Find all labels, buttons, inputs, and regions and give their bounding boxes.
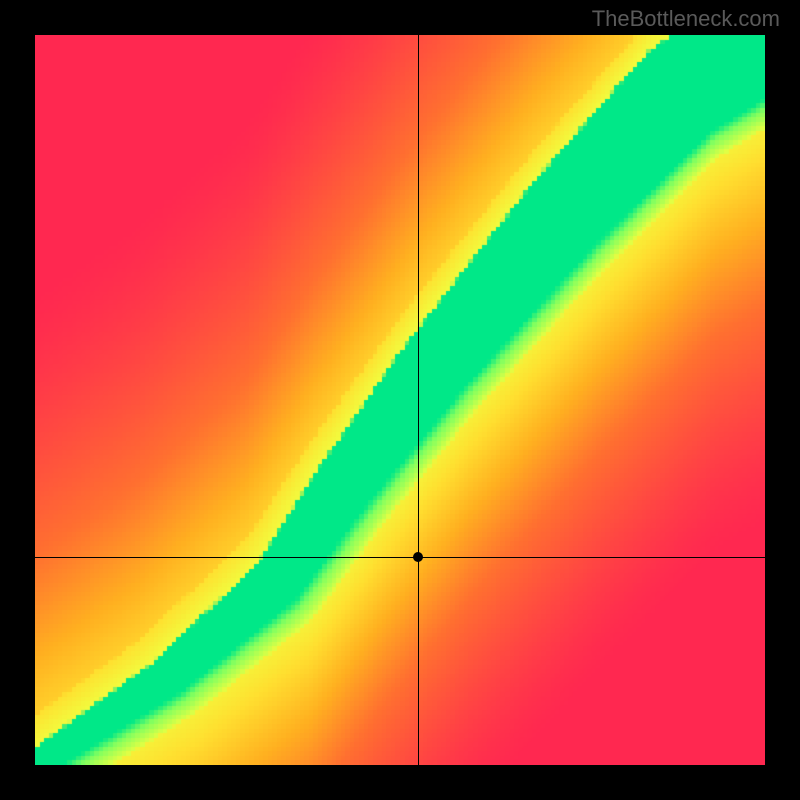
heatmap-canvas: [35, 35, 765, 765]
marker-dot: [413, 552, 423, 562]
crosshair-vertical: [418, 35, 419, 765]
heatmap-plot: [35, 35, 765, 765]
watermark-text: TheBottleneck.com: [592, 6, 780, 32]
crosshair-horizontal: [35, 557, 765, 558]
